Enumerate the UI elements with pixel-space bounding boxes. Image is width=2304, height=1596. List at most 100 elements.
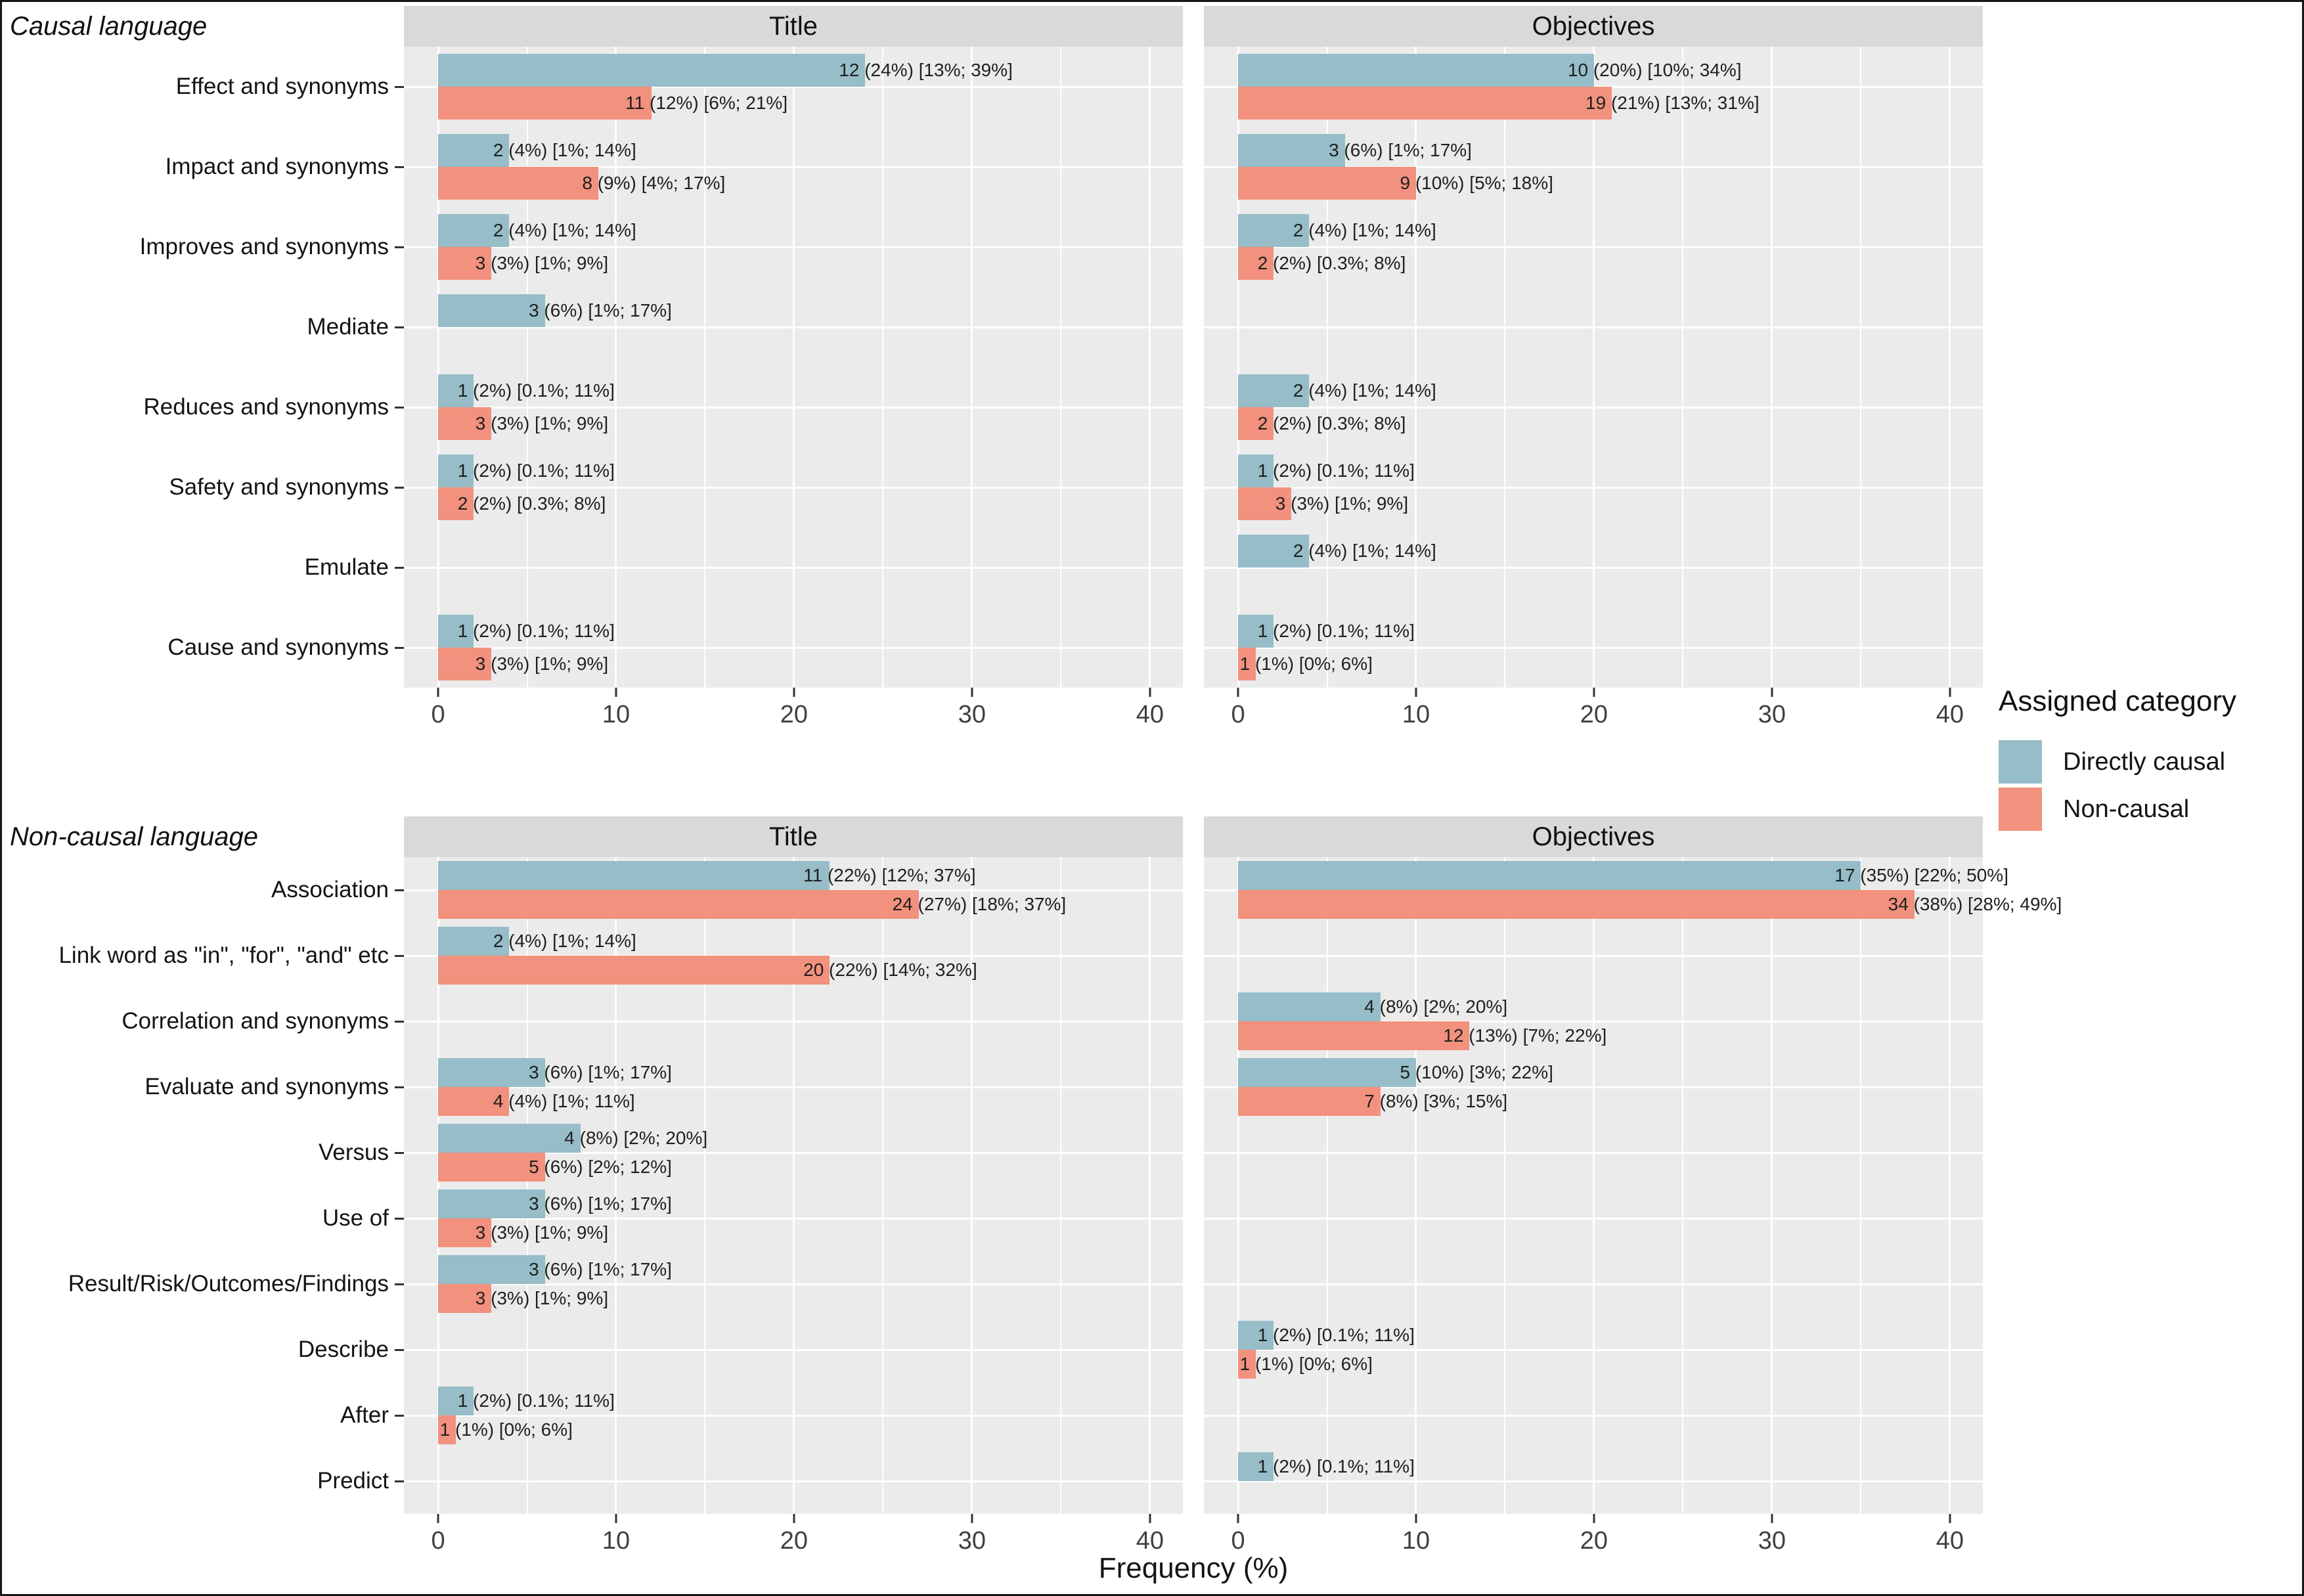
major-gridline (1149, 857, 1151, 1514)
bar-value-label: 1 (1%) [0%; 6%] (439, 1419, 573, 1440)
x-tick-mark (1149, 688, 1151, 697)
category-label: Describe (298, 1337, 389, 1362)
minor-gridline (1860, 47, 1862, 688)
x-tick-label: 10 (1402, 701, 1430, 728)
y-tick-mark (395, 486, 404, 489)
category-axis-causal: Effect and synonyms Impact and synonyms Im… (2, 47, 404, 688)
non-causal-bar: 20 (22%) [14%; 32%] (438, 956, 977, 985)
x-tick-mark (1949, 688, 1951, 697)
row-gridline (404, 566, 1183, 569)
category-row: Safety and synonyms (2, 447, 404, 527)
legend: Assigned category Directly causal Non-ca… (1999, 685, 2301, 835)
directly-causal-bar: 12 (24%) [13%; 39%] (438, 54, 1013, 87)
bar-value-label: 1 (2%) [0.1%; 11%] (457, 380, 615, 401)
x-tick-mark (1771, 1514, 1773, 1523)
directly-causal-bar: 3 (6%) [1%; 17%] (1238, 134, 1472, 167)
bar-value-label: 1 (2%) [0.1%; 11%] (1257, 460, 1415, 481)
y-tick-mark (395, 406, 404, 409)
non-causal-bar: 3 (3%) [1%; 9%] (438, 648, 608, 680)
bar-value-label: 20 (22%) [14%; 32%] (803, 960, 977, 980)
directly-causal-bar: 5 (10%) [3%; 22%] (1238, 1058, 1553, 1087)
category-row: Describe (2, 1317, 404, 1383)
y-tick-mark (395, 646, 404, 649)
panel-row-cause-and-synonyms: 1 (2%) [0.1%; 11%] 1 (1%) [0%; 6%] (1204, 608, 1983, 688)
x-tick-label: 40 (1936, 1527, 1964, 1555)
x-axis-non-causal-title: 0 10 20 30 40 (404, 1514, 1183, 1560)
x-tick-label: 20 (1580, 701, 1608, 728)
bar-value-label: 1 (1%) [0%; 6%] (1239, 1354, 1373, 1374)
bar-value-label: 1 (2%) [0.1%; 11%] (1257, 621, 1415, 641)
bar-value-label: 12 (24%) [13%; 39%] (839, 60, 1013, 80)
directly-causal-bar: 2 (4%) [1%; 14%] (1238, 535, 1436, 567)
bar-value-label: 4 (4%) [1%; 11%] (493, 1091, 635, 1111)
bar-value-label: 3 (3%) [1%; 9%] (475, 1288, 609, 1308)
category-label: Mediate (307, 314, 389, 340)
major-gridline (1149, 47, 1151, 688)
bar-value-label: 10 (20%) [10%; 34%] (1567, 60, 1742, 80)
bar-value-label: 8 (9%) [4%; 17%] (582, 173, 726, 193)
category-label: Impact and synonyms (165, 154, 389, 179)
directly-causal-bar: 1 (2%) [0.1%; 11%] (438, 1386, 615, 1415)
bar-value-label: 2 (4%) [1%; 14%] (493, 140, 636, 160)
major-gridline (1949, 857, 1951, 1514)
row-gridline (1204, 1020, 1983, 1023)
major-gridline (1593, 47, 1595, 688)
category-row: Correlation and synonyms (2, 988, 404, 1054)
panel-row-result-risk-outcomes-findings (1204, 1251, 1983, 1317)
non-causal-bar: 2 (2%) [0.3%; 8%] (1238, 247, 1406, 280)
bar-value-label: 3 (6%) [1%; 17%] (529, 1193, 672, 1214)
x-axis-non-causal-objectives: 0 10 20 30 40 (1204, 1514, 1983, 1560)
panel-causal-title: 12 (24%) [13%; 39%] 11 (12%) [6%; 21%] 2 (… (404, 47, 1183, 688)
non-causal-bar: 24 (27%) [18%; 37%] (438, 890, 1066, 919)
panel-row-evaluate-and-synonyms: 3 (6%) [1%; 17%] 4 (4%) [1%; 11%] (404, 1054, 1183, 1120)
non-causal-bar: 9 (10%) [5%; 18%] (1238, 167, 1553, 200)
major-gridline (437, 857, 439, 1514)
x-tick-mark (615, 688, 617, 697)
directly-causal-bar: 1 (2%) [0.1%; 11%] (438, 615, 615, 648)
bar-value-label: 3 (3%) [1%; 9%] (475, 253, 609, 273)
x-tick-mark (437, 688, 439, 697)
row-gridline (1204, 406, 1983, 409)
category-axis-non-causal: Association Link word as "in", "for", "an… (2, 857, 404, 1514)
minor-gridline (1326, 857, 1328, 1514)
directly-causal-bar: 3 (6%) [1%; 17%] (438, 1255, 672, 1284)
x-tick-label: 0 (1231, 701, 1245, 728)
x-tick-mark (1237, 1514, 1239, 1523)
panel-row-improves-and-synonyms: 2 (4%) [1%; 14%] 3 (3%) [1%; 9%] (404, 207, 1183, 287)
directly-causal-bar: 1 (2%) [0.1%; 11%] (1238, 1321, 1415, 1350)
bar-value-label: 2 (4%) [1%; 14%] (1293, 220, 1436, 240)
row-gridline (404, 166, 1183, 168)
category-label: Improves and synonyms (139, 234, 389, 259)
directly-causal-bar: 3 (6%) [1%; 17%] (438, 294, 672, 327)
directly-causal-bar: 1 (2%) [0.1%; 11%] (1238, 1452, 1415, 1481)
x-axis-causal-objectives: 0 10 20 30 40 (1204, 688, 1983, 734)
facet-label-causal: Causal language (10, 11, 208, 41)
category-label: Link word as "in", "for", "and" etc (58, 942, 389, 968)
category-row: Cause and synonyms (2, 608, 404, 688)
minor-gridline (704, 47, 706, 688)
category-label: Cause and synonyms (167, 634, 389, 660)
row-gridline (404, 486, 1183, 489)
bar-value-label: 2 (4%) [1%; 14%] (1293, 380, 1436, 401)
minor-gridline (1504, 47, 1506, 688)
facet-causal-language: Causal language Title Objectives Effect … (2, 6, 2302, 734)
x-axis-title: Frequency (%) (1098, 1552, 1289, 1584)
major-gridline (1771, 47, 1773, 688)
major-gridline (1771, 857, 1773, 1514)
directly-causal-bar: 1 (2%) [0.1%; 11%] (438, 374, 615, 407)
panel-row-association: 17 (35%) [22%; 50%] 34 (38%) [28%; 49%] (1204, 857, 2062, 923)
row-gridline (1204, 326, 1983, 328)
category-row: Use of (2, 1186, 404, 1251)
non-causal-bar: 1 (1%) [0%; 6%] (438, 1415, 573, 1444)
x-tick-mark (1237, 688, 1239, 697)
category-row: Mediate (2, 287, 404, 367)
non-causal-bar: 3 (3%) [1%; 9%] (438, 1218, 608, 1247)
row-gridline (1204, 954, 1983, 957)
major-gridline (615, 857, 617, 1514)
bar-value-label: 3 (3%) [1%; 9%] (1275, 493, 1409, 514)
panel-row-reduces-and-synonyms: 2 (4%) [1%; 14%] 2 (2%) [0.3%; 8%] (1204, 367, 1983, 447)
panel-non-causal-objectives: 17 (35%) [22%; 50%] 34 (38%) [28%; 49%] 4 … (1204, 857, 2062, 1514)
minor-gridline (704, 857, 706, 1514)
panel-row-mediate (1204, 287, 1983, 367)
non-causal-bar: 5 (6%) [2%; 12%] (438, 1153, 672, 1182)
